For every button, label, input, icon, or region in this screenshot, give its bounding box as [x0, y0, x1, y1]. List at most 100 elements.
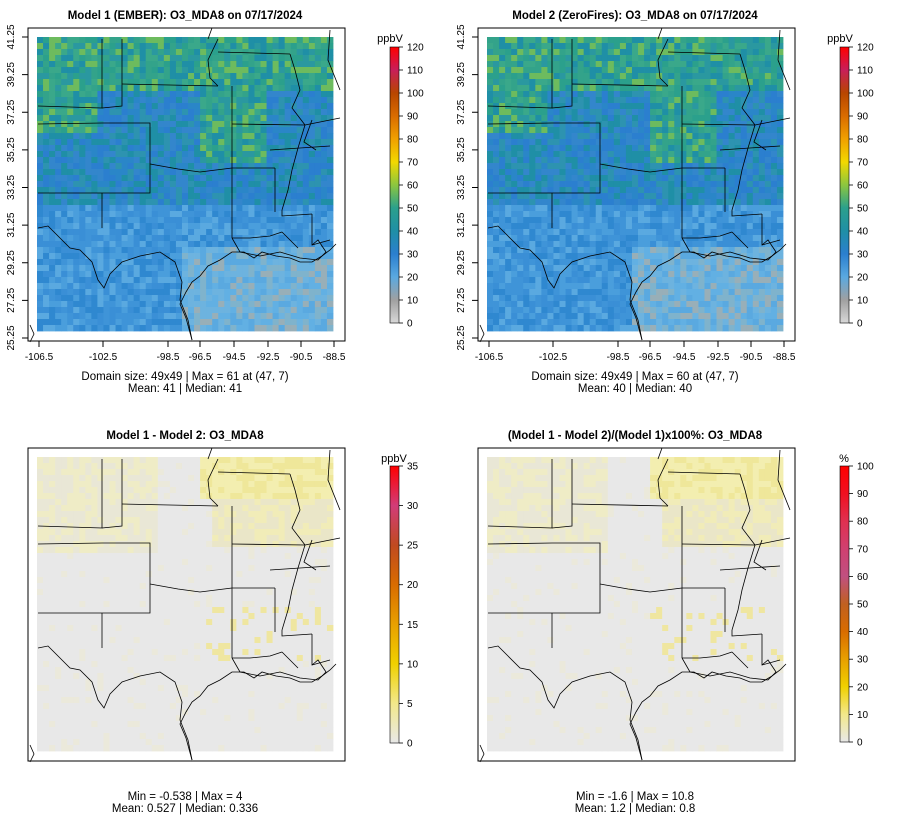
colorbar-unit-label: ppbV	[377, 33, 403, 45]
lon-tick-label: -96.5	[639, 352, 662, 363]
panel-percent-difference: (Model 1 - Model 2)/(Model 1)x100%: O3_M…	[477, 430, 874, 815]
colorbar-tick-label: 110	[407, 66, 423, 77]
lon-tick-label: -92.5	[707, 352, 730, 363]
lon-tick-label: -106.5	[25, 352, 54, 363]
panel-title: Model 1 (EMBER): O3_MDA8 on 07/17/2024	[68, 10, 303, 22]
grid-cells	[487, 457, 784, 752]
map-frame	[27, 447, 346, 763]
colorbar: 35 30 25 20 15 10 5 0	[389, 462, 419, 750]
colorbar-tick-label: 10	[407, 296, 419, 307]
grid-cells	[37, 37, 334, 332]
colorbar-tick-label: 100	[407, 89, 424, 100]
colorbar-tick-label: 90	[407, 112, 419, 123]
lat-tick-label: 27.25	[456, 287, 467, 312]
lon-tick-label: -98.5	[157, 352, 180, 363]
colorbar-tick-label: 35	[407, 462, 419, 473]
colorbar-tick-label: 20	[407, 273, 419, 284]
lat-tick-label: 35.25	[456, 137, 467, 162]
panel-difference: Model 1 - Model 2: O3_MDA8 ppbV 35 30 25 20…	[27, 430, 419, 815]
colorbar-tick-label: 120	[857, 43, 874, 54]
stats-line-2: Mean: 41 | Median: 41	[128, 383, 242, 395]
colorbar-tick-label: 0	[857, 319, 863, 330]
lon-tick-label: -96.5	[189, 352, 212, 363]
lat-tick-label: 35.25	[6, 137, 17, 162]
map-frame	[477, 27, 796, 343]
colorbar-tick-label: 30	[857, 655, 869, 666]
gulf-coastline	[629, 663, 787, 761]
colorbar-tick-label: 100	[857, 89, 874, 100]
state-boundaries	[479, 27, 791, 343]
gulf-coastline	[179, 243, 337, 341]
lon-tick-label: -106.5	[475, 352, 504, 363]
colorbar-tick-label: 20	[857, 273, 869, 284]
lon-tick-label: -92.5	[257, 352, 280, 363]
colorbar-tick-label: 70	[407, 158, 419, 169]
colorbar-tick-label: 70	[857, 158, 869, 169]
colorbar-tick-label: 40	[857, 227, 869, 238]
stats-line-1: Domain size: 49x49 | Max = 61 at (47, 7)	[81, 371, 288, 383]
lon-tick-label: -98.5	[607, 352, 630, 363]
lat-tick-label: 25.25	[6, 325, 17, 350]
axes: -106.5 -102.5 -98.5 -96.5 -94.5 -92.5 -90.5 -88…	[6, 24, 346, 363]
colorbar-tick-label: 50	[407, 204, 419, 215]
lat-tick-label: 33.25	[6, 175, 17, 200]
gulf-coastline	[629, 243, 787, 341]
stats-line-2: Mean: 40 | Median: 40	[578, 383, 692, 395]
colorbar-tick-label: 0	[407, 739, 413, 750]
colorbar-tick-label: 70	[857, 544, 869, 555]
colorbar-tick-label: 10	[857, 710, 869, 721]
lat-tick-label: 25.25	[456, 325, 467, 350]
lat-tick-label: 39.25	[6, 62, 17, 87]
colorbar-tick-label: 25	[407, 541, 419, 552]
lon-tick-label: -90.5	[740, 352, 763, 363]
lon-tick-label: -102.5	[539, 352, 568, 363]
panel-title: (Model 1 - Model 2)/(Model 1)x100%: O3_M…	[508, 430, 763, 442]
lon-tick-label: -94.5	[223, 352, 246, 363]
lat-tick-label: 41.25	[456, 24, 467, 49]
colorbar-tick-label: 100	[857, 462, 874, 473]
colorbar-tick-label: 80	[857, 135, 869, 146]
lat-tick-label: 37.25	[456, 99, 467, 124]
stats-line-2: Mean: 0.527 | Median: 0.336	[112, 803, 258, 815]
map-frame	[27, 27, 346, 343]
colorbar-tick-label: 60	[857, 181, 869, 192]
colorbar-tick-label: 80	[857, 517, 869, 528]
stats-line-1: Min = -1.6 | Max = 10.8	[576, 791, 694, 803]
lat-tick-label: 39.25	[456, 62, 467, 87]
colorbar-tick-label: 20	[857, 682, 869, 693]
colorbar-tick-label: 90	[857, 489, 869, 500]
colorbar-tick-label: 60	[407, 181, 419, 192]
lat-tick-label: 29.25	[456, 250, 467, 275]
state-boundaries	[29, 447, 341, 763]
grid-cells	[37, 457, 334, 752]
lon-tick-label: -102.5	[89, 352, 118, 363]
colorbar-tick-label: 20	[407, 580, 419, 591]
lat-tick-label: 41.25	[6, 24, 17, 49]
gulf-coastline	[179, 663, 337, 761]
colorbar-tick-label: 90	[857, 112, 869, 123]
colorbar-unit-label: %	[839, 453, 849, 465]
colorbar-unit-label: ppbV	[827, 33, 853, 45]
lon-tick-label: -94.5	[673, 352, 696, 363]
colorbar-tick-label: 40	[407, 227, 419, 238]
map-frame	[477, 447, 796, 763]
panel-title: Model 2 (ZeroFires): O3_MDA8 on 07/17/20…	[512, 10, 758, 22]
colorbar-tick-label: 30	[407, 250, 419, 261]
lat-tick-label: 27.25	[6, 287, 17, 312]
stats-line-2: Mean: 1.2 | Median: 0.8	[575, 803, 696, 815]
colorbar-tick-label: 10	[407, 659, 419, 670]
panel-model2: Model 2 (ZeroFires): O3_MDA8 on 07/17/20…	[456, 10, 874, 395]
colorbar-tick-label: 10	[857, 296, 869, 307]
stats-line-1: Domain size: 49x49 | Max = 60 at (47, 7)	[531, 371, 738, 383]
colorbar-tick-label: 80	[407, 135, 419, 146]
lat-tick-label: 33.25	[456, 175, 467, 200]
colorbar-tick-label: 30	[857, 250, 869, 261]
colorbar-tick-label: 120	[407, 43, 424, 54]
lon-tick-label: -88.5	[773, 352, 796, 363]
state-boundaries	[479, 447, 791, 763]
lon-tick-label: -90.5	[290, 352, 313, 363]
colorbar-tick-label: 110	[857, 66, 873, 77]
